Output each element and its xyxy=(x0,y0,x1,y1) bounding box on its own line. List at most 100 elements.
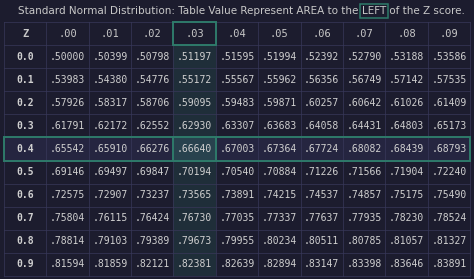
Bar xyxy=(173,253,216,276)
Bar xyxy=(173,114,216,138)
Text: .73237: .73237 xyxy=(135,190,170,200)
Text: .70884: .70884 xyxy=(262,167,297,177)
Text: .79955: .79955 xyxy=(219,236,255,246)
Text: .79389: .79389 xyxy=(135,236,170,246)
Text: .00: .00 xyxy=(58,28,77,39)
Bar xyxy=(173,160,216,184)
Text: .67364: .67364 xyxy=(262,144,297,154)
Text: .57535: .57535 xyxy=(431,75,466,85)
Text: .66640: .66640 xyxy=(177,144,212,154)
Text: .04: .04 xyxy=(228,28,246,39)
Text: .73891: .73891 xyxy=(219,190,255,200)
Text: .53586: .53586 xyxy=(431,52,466,62)
Text: LEFT: LEFT xyxy=(362,6,386,16)
Text: .58317: .58317 xyxy=(92,98,128,108)
Bar xyxy=(173,138,216,160)
Text: .76730: .76730 xyxy=(177,213,212,223)
Bar xyxy=(4,138,470,160)
Text: .70540: .70540 xyxy=(219,167,255,177)
Text: .54776: .54776 xyxy=(135,75,170,85)
Text: .83398: .83398 xyxy=(346,259,382,270)
Text: .83891: .83891 xyxy=(431,259,466,270)
Text: .68439: .68439 xyxy=(389,144,424,154)
Text: .55567: .55567 xyxy=(219,75,255,85)
Text: .55962: .55962 xyxy=(262,75,297,85)
Text: 0.0: 0.0 xyxy=(17,52,34,62)
Text: .81057: .81057 xyxy=(389,236,424,246)
Text: .01: .01 xyxy=(100,28,119,39)
Text: .53188: .53188 xyxy=(389,52,424,62)
Text: .75175: .75175 xyxy=(389,190,424,200)
Text: .72240: .72240 xyxy=(431,167,466,177)
Text: .80234: .80234 xyxy=(262,236,297,246)
Text: .50399: .50399 xyxy=(92,52,128,62)
Bar xyxy=(173,138,216,160)
Text: of the Z score.: of the Z score. xyxy=(386,6,465,16)
Text: .77935: .77935 xyxy=(346,213,382,223)
Bar xyxy=(4,138,470,160)
Text: .81859: .81859 xyxy=(92,259,128,270)
Text: .56749: .56749 xyxy=(346,75,382,85)
Text: .67724: .67724 xyxy=(304,144,339,154)
Text: .06: .06 xyxy=(312,28,331,39)
Text: .09: .09 xyxy=(439,28,458,39)
Text: .64803: .64803 xyxy=(389,121,424,131)
Text: .51994: .51994 xyxy=(262,52,297,62)
Text: .65542: .65542 xyxy=(50,144,85,154)
Text: .73565: .73565 xyxy=(177,190,212,200)
Text: .03: .03 xyxy=(185,28,204,39)
Text: .57926: .57926 xyxy=(50,98,85,108)
Text: .57142: .57142 xyxy=(389,75,424,85)
Text: .52392: .52392 xyxy=(304,52,339,62)
Text: .75490: .75490 xyxy=(431,190,466,200)
Text: .81594: .81594 xyxy=(50,259,85,270)
Text: .76424: .76424 xyxy=(135,213,170,223)
Text: 0.6: 0.6 xyxy=(17,190,34,200)
Text: .64058: .64058 xyxy=(304,121,339,131)
Text: .63683: .63683 xyxy=(262,121,297,131)
Bar xyxy=(173,207,216,230)
Text: .07: .07 xyxy=(355,28,374,39)
Text: 0.8: 0.8 xyxy=(17,236,34,246)
Text: .72907: .72907 xyxy=(92,190,128,200)
Text: .69497: .69497 xyxy=(92,167,128,177)
Text: .65910: .65910 xyxy=(92,144,128,154)
Text: .67003: .67003 xyxy=(219,144,255,154)
Text: .64431: .64431 xyxy=(346,121,382,131)
Text: .82381: .82381 xyxy=(177,259,212,270)
Text: .59871: .59871 xyxy=(262,98,297,108)
Text: .68793: .68793 xyxy=(431,144,466,154)
Text: 0.4: 0.4 xyxy=(17,144,34,154)
Text: .80511: .80511 xyxy=(304,236,339,246)
Text: .51197: .51197 xyxy=(177,52,212,62)
Bar xyxy=(173,138,216,160)
Text: .62552: .62552 xyxy=(135,121,170,131)
Text: .08: .08 xyxy=(397,28,416,39)
Text: .66276: .66276 xyxy=(135,144,170,154)
Text: .52790: .52790 xyxy=(346,52,382,62)
Text: .77337: .77337 xyxy=(262,213,297,223)
Text: .50798: .50798 xyxy=(135,52,170,62)
Text: 0.7: 0.7 xyxy=(17,213,34,223)
Text: .53983: .53983 xyxy=(50,75,85,85)
Text: .69146: .69146 xyxy=(50,167,85,177)
Text: .83147: .83147 xyxy=(304,259,339,270)
Text: .74215: .74215 xyxy=(262,190,297,200)
Text: .60257: .60257 xyxy=(304,98,339,108)
Text: 0.2: 0.2 xyxy=(17,98,34,108)
Text: .56356: .56356 xyxy=(304,75,339,85)
Text: .65173: .65173 xyxy=(431,121,466,131)
Text: .71226: .71226 xyxy=(304,167,339,177)
Text: .74537: .74537 xyxy=(304,190,339,200)
Text: .71566: .71566 xyxy=(346,167,382,177)
Text: .83646: .83646 xyxy=(389,259,424,270)
Text: .02: .02 xyxy=(143,28,162,39)
Text: 0.3: 0.3 xyxy=(17,121,34,131)
Text: .60642: .60642 xyxy=(346,98,382,108)
Text: .05: .05 xyxy=(270,28,289,39)
Text: .82121: .82121 xyxy=(135,259,170,270)
Text: .79103: .79103 xyxy=(92,236,128,246)
Text: .81327: .81327 xyxy=(431,236,466,246)
Text: .61409: .61409 xyxy=(431,98,466,108)
Bar xyxy=(173,45,216,68)
